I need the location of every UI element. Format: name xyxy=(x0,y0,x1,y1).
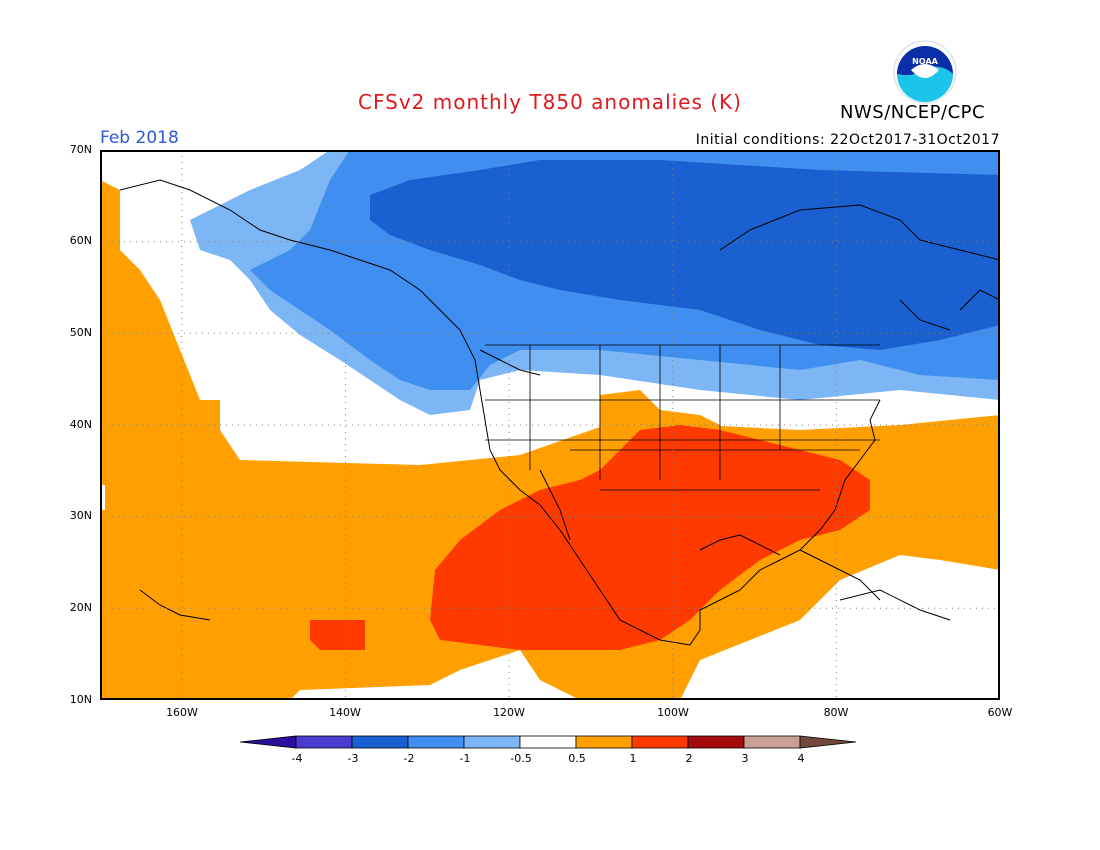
colorbar-segment xyxy=(519,735,577,749)
coastlines xyxy=(119,179,1000,646)
lon-label-160w: 160W xyxy=(166,706,198,719)
hot-region xyxy=(430,425,870,650)
colorbar-label-minus4: -4 xyxy=(291,752,303,765)
neutral-region-sw xyxy=(290,650,580,700)
colorbar-label-3: 3 xyxy=(741,752,749,765)
strong-cold-region xyxy=(370,160,1000,350)
colorbar-label-minus0-5: -0.5 xyxy=(510,752,532,765)
agency-label: NWS/NCEP/CPC xyxy=(840,102,986,123)
colorbar-label-2: 2 xyxy=(685,752,693,765)
colorbar-arrow-low xyxy=(240,735,297,749)
lon-label-100w: 100W xyxy=(657,706,689,719)
logo-text: NOAA xyxy=(912,57,938,66)
forecast-month: Feb 2018 xyxy=(100,128,179,148)
lat-label-70n: 70N xyxy=(69,143,92,156)
colorbar-arrow-high xyxy=(799,735,857,749)
map-frame xyxy=(100,150,1000,700)
colorbar-segment xyxy=(463,735,521,749)
lat-label-30n: 30N xyxy=(69,509,92,522)
colorbar-segment xyxy=(407,735,465,749)
initial-conditions: Initial conditions: 22Oct2017-31Oct2017 xyxy=(695,132,1000,148)
colorbar-segment xyxy=(351,735,409,749)
state-borders xyxy=(485,344,880,491)
colorbar-segment xyxy=(575,735,633,749)
lon-label-80w: 80W xyxy=(823,706,849,719)
colorbar-segment xyxy=(631,735,689,749)
colorbar-label-1: 1 xyxy=(629,752,637,765)
lat-label-40n: 40N xyxy=(69,418,92,431)
map-title: CFSv2 monthly T850 anomalies (K) xyxy=(358,90,742,114)
neutral-region-south xyxy=(680,555,1000,700)
colorbar-label-minus1: -1 xyxy=(459,752,471,765)
lon-label-140w: 140W xyxy=(329,706,361,719)
colorbar-label-4: 4 xyxy=(797,752,805,765)
lat-label-20n: 20N xyxy=(69,601,92,614)
colorbar-segment xyxy=(743,735,801,749)
noaa-logo: NOAA xyxy=(893,40,957,104)
lat-label-60n: 60N xyxy=(69,234,92,247)
lat-label-10n: 10N xyxy=(69,693,92,706)
lon-label-60w: 60W xyxy=(987,706,1013,719)
anomaly-map xyxy=(100,150,1000,700)
colorbar-label-minus3: -3 xyxy=(347,752,359,765)
colorbar-segment xyxy=(687,735,745,749)
colorbar-segment xyxy=(295,735,353,749)
grid-lines xyxy=(100,150,1000,700)
lon-label-120w: 120W xyxy=(493,706,525,719)
colorbar-label-0-5: 0.5 xyxy=(568,752,586,765)
lat-label-50n: 50N xyxy=(69,326,92,339)
colorbar-label-minus2: -2 xyxy=(403,752,415,765)
colorbar xyxy=(240,735,857,749)
